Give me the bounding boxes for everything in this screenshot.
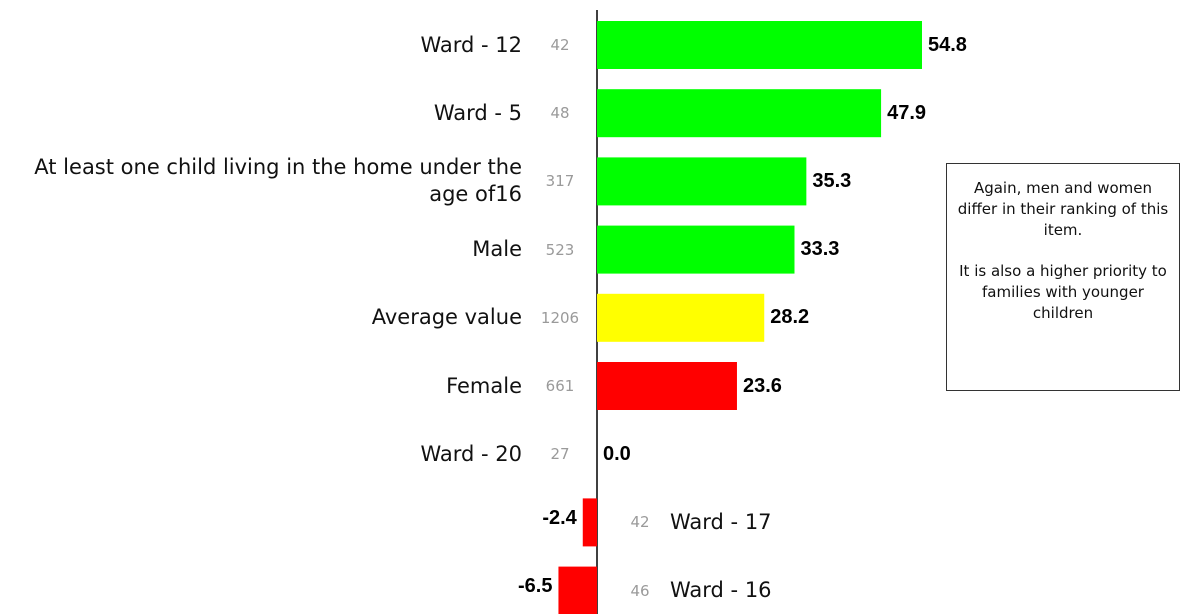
bar	[582, 498, 597, 547]
category-label: At least one child living in the home un…	[34, 155, 522, 207]
annotation-box: Again, men and women differ in their ran…	[946, 163, 1180, 391]
annotation-text: Again, men and women differ in their ran…	[957, 179, 1169, 239]
category-label: Ward - 20	[420, 441, 522, 466]
count-label: 42	[550, 36, 570, 54]
bar	[597, 293, 765, 342]
category-label: Male	[472, 237, 522, 262]
annotation-text: It is also a higher priority to families…	[959, 262, 1167, 322]
bar	[597, 225, 795, 274]
count-label: 48	[550, 104, 570, 123]
value-label: -2.4	[542, 506, 577, 529]
value-label: 33.3	[800, 238, 840, 261]
bar	[597, 157, 807, 206]
count-label: 27	[550, 445, 570, 464]
count-label: 661	[545, 377, 575, 395]
count-label: 1206	[540, 308, 580, 327]
bar	[597, 89, 882, 138]
category-label: Ward - 16	[670, 578, 772, 603]
count-label: 317	[545, 172, 575, 191]
bar	[597, 362, 737, 410]
value-label: 35.3	[812, 169, 852, 192]
category-label: Female	[446, 373, 522, 398]
value-label: 54.8	[928, 33, 967, 56]
bar	[597, 21, 922, 69]
count-label: 46	[630, 581, 650, 600]
count-label: 523	[545, 240, 575, 259]
category-label: Ward - 17	[670, 509, 772, 534]
value-label: 28.2	[770, 306, 810, 329]
value-label: -6.5	[517, 575, 553, 598]
category-label: Average value	[371, 305, 522, 330]
bar	[558, 566, 597, 614]
category-label: Ward - 5	[433, 100, 522, 125]
value-label: 47.9	[887, 101, 927, 124]
category-label: Ward - 12	[420, 32, 522, 57]
count-label: 42	[630, 513, 650, 532]
value-label: 23.6	[742, 374, 782, 397]
value-label: 0.0	[603, 442, 631, 465]
